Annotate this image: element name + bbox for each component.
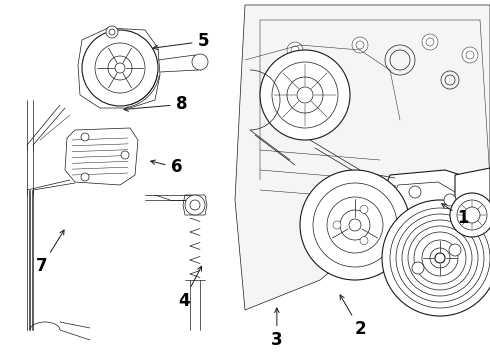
Circle shape	[360, 206, 368, 213]
Circle shape	[95, 43, 145, 93]
Circle shape	[121, 151, 129, 159]
Text: 7: 7	[36, 230, 64, 275]
Polygon shape	[448, 168, 490, 268]
Text: 3: 3	[271, 308, 283, 349]
Circle shape	[352, 37, 368, 53]
Polygon shape	[65, 128, 138, 185]
Circle shape	[409, 186, 421, 198]
Circle shape	[287, 77, 323, 113]
Text: 8: 8	[124, 95, 187, 113]
Circle shape	[422, 240, 458, 276]
Circle shape	[464, 207, 480, 223]
Circle shape	[396, 214, 484, 302]
Circle shape	[414, 232, 466, 284]
Circle shape	[356, 41, 364, 49]
Circle shape	[430, 248, 450, 268]
Circle shape	[462, 47, 478, 63]
Circle shape	[390, 208, 490, 308]
Text: 1: 1	[442, 204, 469, 227]
Circle shape	[426, 38, 434, 46]
Circle shape	[349, 219, 361, 231]
Circle shape	[260, 50, 350, 140]
Circle shape	[300, 170, 410, 280]
Circle shape	[108, 56, 132, 80]
Circle shape	[81, 133, 89, 141]
Polygon shape	[183, 195, 207, 215]
Text: 2: 2	[340, 295, 366, 338]
Text: 5: 5	[153, 32, 209, 50]
Text: 4: 4	[178, 266, 201, 310]
Polygon shape	[235, 5, 490, 310]
Circle shape	[115, 63, 125, 73]
Circle shape	[185, 195, 205, 215]
Circle shape	[327, 197, 383, 253]
Circle shape	[192, 54, 208, 70]
Polygon shape	[388, 182, 460, 272]
Polygon shape	[378, 170, 478, 290]
Circle shape	[444, 194, 456, 206]
Circle shape	[382, 200, 490, 316]
Circle shape	[272, 62, 338, 128]
Text: 6: 6	[151, 158, 182, 176]
Circle shape	[109, 29, 115, 35]
Circle shape	[81, 173, 89, 181]
Circle shape	[106, 26, 118, 38]
Circle shape	[402, 220, 478, 296]
Polygon shape	[78, 28, 160, 108]
Circle shape	[435, 253, 445, 263]
Circle shape	[82, 30, 158, 106]
Circle shape	[422, 34, 438, 50]
Circle shape	[449, 244, 461, 256]
Circle shape	[412, 262, 424, 274]
Circle shape	[287, 42, 303, 58]
Circle shape	[297, 87, 313, 103]
Circle shape	[450, 193, 490, 237]
Circle shape	[360, 237, 368, 244]
Circle shape	[340, 210, 370, 240]
Circle shape	[408, 226, 472, 290]
Circle shape	[466, 51, 474, 59]
Circle shape	[190, 200, 200, 210]
Circle shape	[313, 183, 397, 267]
Circle shape	[333, 221, 341, 229]
Circle shape	[291, 46, 299, 54]
Circle shape	[457, 200, 487, 230]
